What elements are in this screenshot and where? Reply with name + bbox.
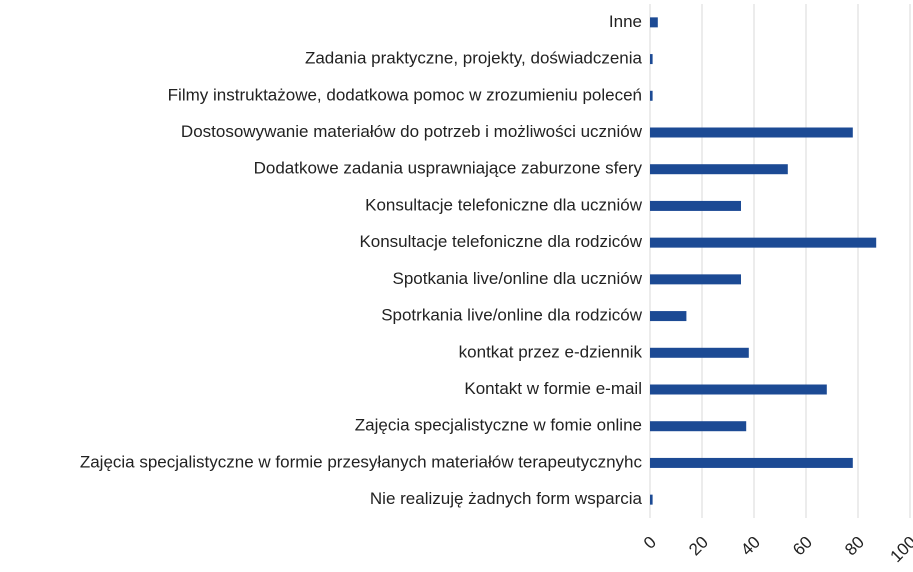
x-tick-label: 60 <box>789 533 816 560</box>
bar <box>650 274 741 285</box>
bar <box>650 384 827 395</box>
x-tick-label: 100 <box>887 533 913 566</box>
bar <box>650 347 749 358</box>
bar <box>650 164 788 175</box>
bar <box>650 54 653 65</box>
bar <box>650 237 877 248</box>
bar <box>650 200 741 211</box>
bar <box>650 127 853 138</box>
y-tick-label: Filmy instruktażowe, dodatkowa pomoc w z… <box>168 85 642 104</box>
y-tick-label: Spotkania live/online dla uczniów <box>393 269 643 288</box>
bar <box>650 17 658 28</box>
x-tick-label: 20 <box>685 533 712 560</box>
y-tick-label: Kontakt w formie e-mail <box>464 379 642 398</box>
y-tick-label: Spotrkania live/online dla rodziców <box>381 306 643 325</box>
y-tick-label: Zajęcia specjalistyczne w formie przesył… <box>80 452 643 471</box>
y-tick-label: Dodatkowe zadania usprawniające zaburzon… <box>254 159 643 178</box>
bar <box>650 421 747 432</box>
x-tick-label: 80 <box>841 533 868 560</box>
y-tick-label: Konsultacje telefoniczne dla uczniów <box>365 195 643 214</box>
y-tick-label: Dostosowywanie materiałów do potrzeb i m… <box>181 122 643 141</box>
y-tick-label: Zadania praktyczne, projekty, doświadcze… <box>305 49 643 68</box>
bar <box>650 457 853 468</box>
y-tick-label: Inne <box>609 12 642 31</box>
bar <box>650 90 653 101</box>
bar <box>650 494 653 505</box>
bar <box>650 311 687 322</box>
y-tick-label: Konsultacje telefoniczne dla rodziców <box>359 232 642 251</box>
y-tick-label: Zajęcia specjalistyczne w fomie online <box>355 416 642 435</box>
x-tick-label: 40 <box>737 533 764 560</box>
y-tick-label: kontkat przez e-dziennik <box>459 342 643 361</box>
y-tick-label: Nie realizuję żadnych form wsparcia <box>370 489 643 508</box>
x-tick-label: 0 <box>640 533 660 553</box>
